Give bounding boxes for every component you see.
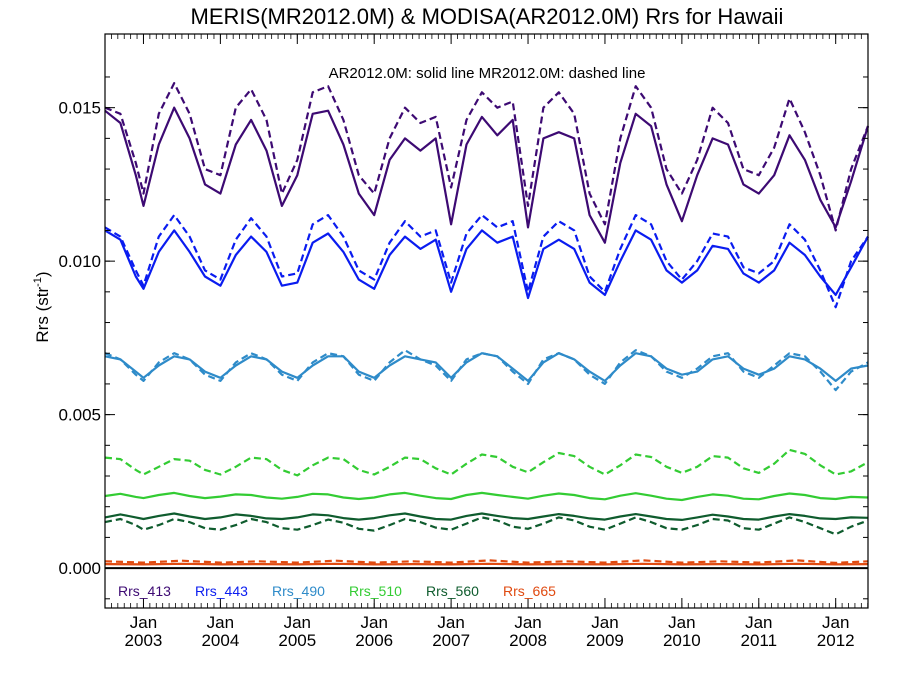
series-line-rrs-510-dashed xyxy=(104,448,869,477)
x-tick-label-month: Jan xyxy=(130,613,157,632)
x-tick-label-year: 2004 xyxy=(201,631,239,650)
legend-entry-rrs-665: Rrs_665 xyxy=(503,583,556,599)
legend-entry-rrs-490: Rrs_490 xyxy=(272,583,325,599)
x-tick-label-year: 2003 xyxy=(125,631,163,650)
x-tick-label-month: Jan xyxy=(207,613,234,632)
series-line-rrs-560-dashed xyxy=(104,516,869,536)
x-tick-label-month: Jan xyxy=(822,613,849,632)
legend-entry-rrs-510: Rrs_510 xyxy=(349,583,402,599)
legend-entry-rrs-560: Rrs_560 xyxy=(426,583,479,599)
y-tick-label: 0.000 xyxy=(58,559,101,578)
series-line-rrs-443-solid xyxy=(104,229,869,300)
x-tick-label-year: 2008 xyxy=(509,631,547,650)
plot-area: 0.0000.0050.0100.015Jan2003Jan2004Jan200… xyxy=(58,33,870,650)
series-line-rrs-413-dashed xyxy=(104,82,870,232)
x-tick-label-year: 2007 xyxy=(432,631,470,650)
legend-entry-rrs-443: Rrs_443 xyxy=(195,583,248,599)
series-line-rrs-490-solid xyxy=(104,352,869,382)
series-line-rrs-443-dashed xyxy=(104,214,869,309)
y-axis-label-close: ) xyxy=(33,271,52,277)
plot-frame xyxy=(104,33,869,609)
x-tick-label-year: 2012 xyxy=(817,631,855,650)
line-style-note: AR2012.0M: solid line MR2012.0M: dashed … xyxy=(329,65,646,82)
x-tick-label-year: 2010 xyxy=(663,631,701,650)
y-axis-label: Rrs (str-1) xyxy=(32,271,52,342)
x-tick-label-year: 2011 xyxy=(740,631,777,650)
series-line-rrs-560-solid xyxy=(104,512,869,521)
x-tick-label-month: Jan xyxy=(437,613,464,632)
y-tick-label: 0.015 xyxy=(58,99,101,118)
y-tick-label: 0.010 xyxy=(58,252,101,271)
chart-title: MERIS(MR2012.0M) & MODISA(AR2012.0M) Rrs… xyxy=(191,4,784,29)
x-tick-label-month: Jan xyxy=(360,613,387,632)
series-line-rrs-413-solid xyxy=(104,106,870,244)
x-tick-label-month: Jan xyxy=(668,613,695,632)
y-tick-label: 0.005 xyxy=(58,406,101,425)
series-line-rrs-665-solid xyxy=(104,562,869,566)
x-tick-label-month: Jan xyxy=(591,613,618,632)
series-line-rrs-510-solid xyxy=(104,491,869,502)
series-line-rrs-665-dashed xyxy=(104,559,869,564)
x-tick-label-month: Jan xyxy=(514,613,541,632)
x-tick-label-year: 2005 xyxy=(278,631,316,650)
legend-entry-rrs-413: Rrs_413 xyxy=(118,583,171,599)
y-axis-label-main: Rrs (str xyxy=(33,287,52,343)
y-axis-label-superscript: -1 xyxy=(32,277,44,287)
x-tick-label-month: Jan xyxy=(284,613,311,632)
x-tick-label-year: 2009 xyxy=(586,631,624,650)
x-tick-label-month: Jan xyxy=(745,613,772,632)
x-tick-label-year: 2006 xyxy=(355,631,393,650)
